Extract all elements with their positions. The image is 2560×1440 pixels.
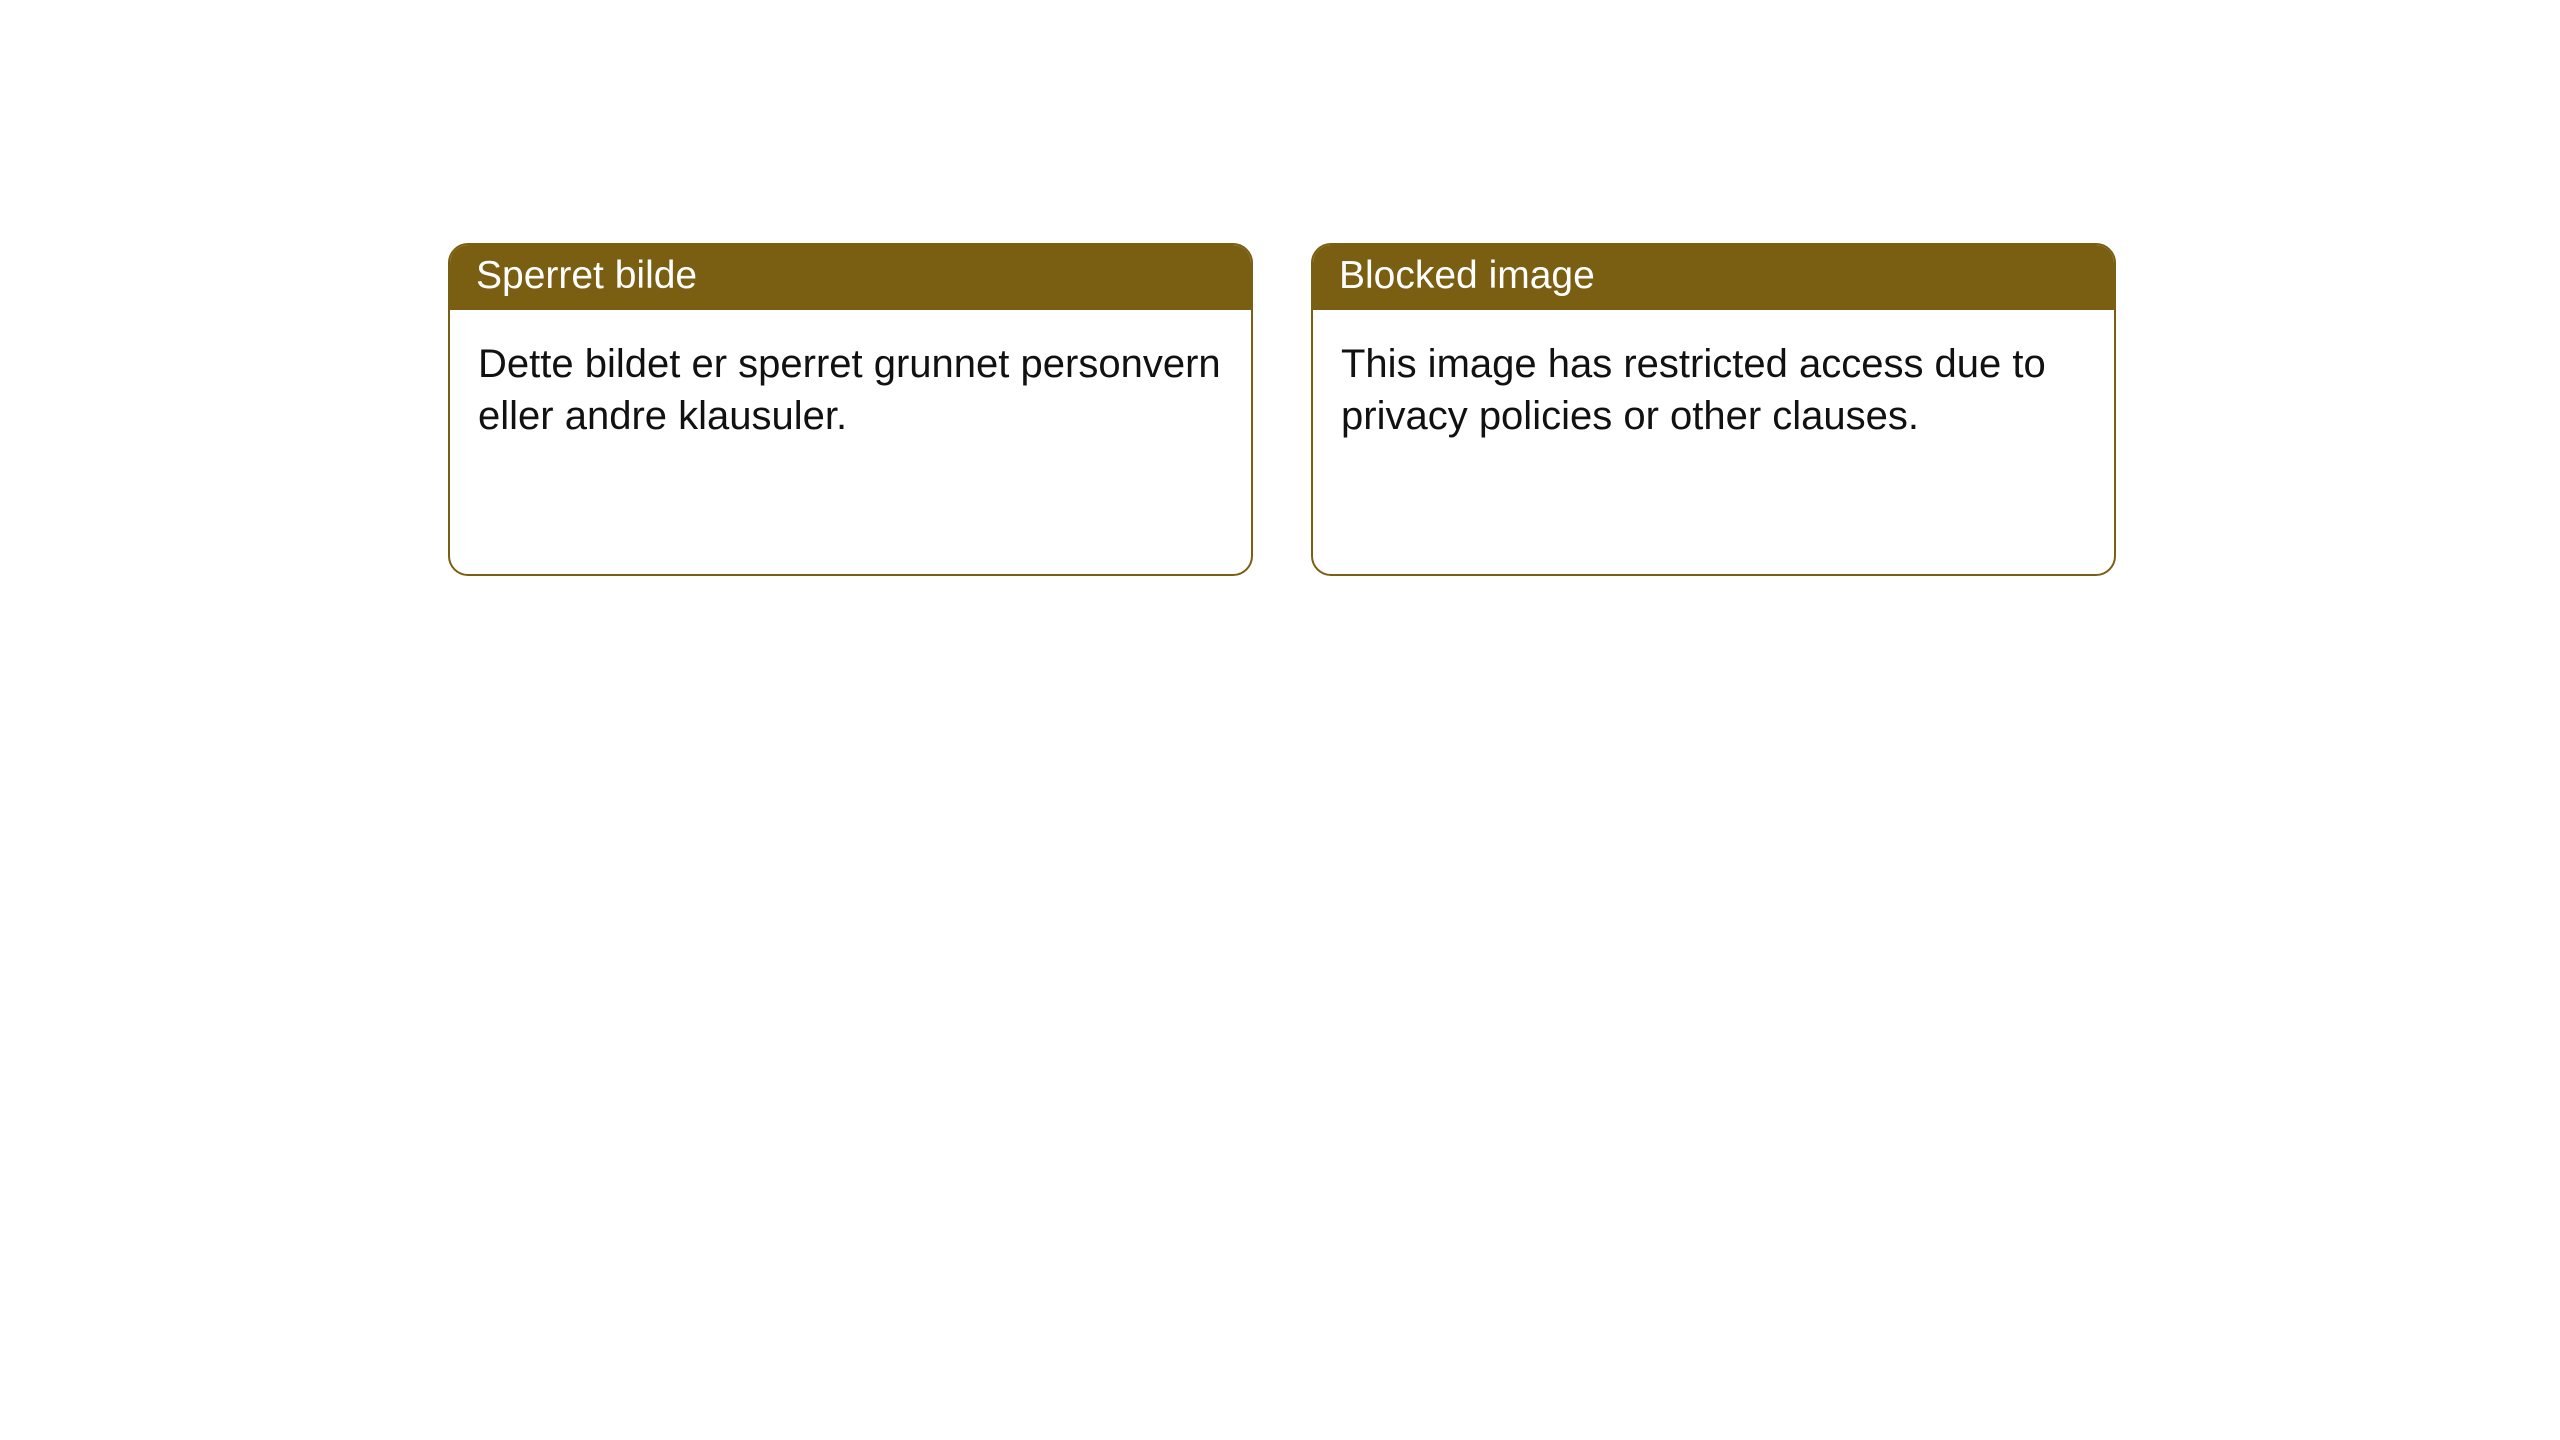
notice-body-norwegian: Dette bildet er sperret grunnet personve… — [450, 310, 1251, 470]
notice-card-english: Blocked image This image has restricted … — [1311, 243, 2116, 576]
notice-title-english: Blocked image — [1313, 245, 2114, 310]
notice-body-english: This image has restricted access due to … — [1313, 310, 2114, 470]
notice-container: Sperret bilde Dette bildet er sperret gr… — [0, 0, 2560, 576]
notice-card-norwegian: Sperret bilde Dette bildet er sperret gr… — [448, 243, 1253, 576]
notice-title-norwegian: Sperret bilde — [450, 245, 1251, 310]
